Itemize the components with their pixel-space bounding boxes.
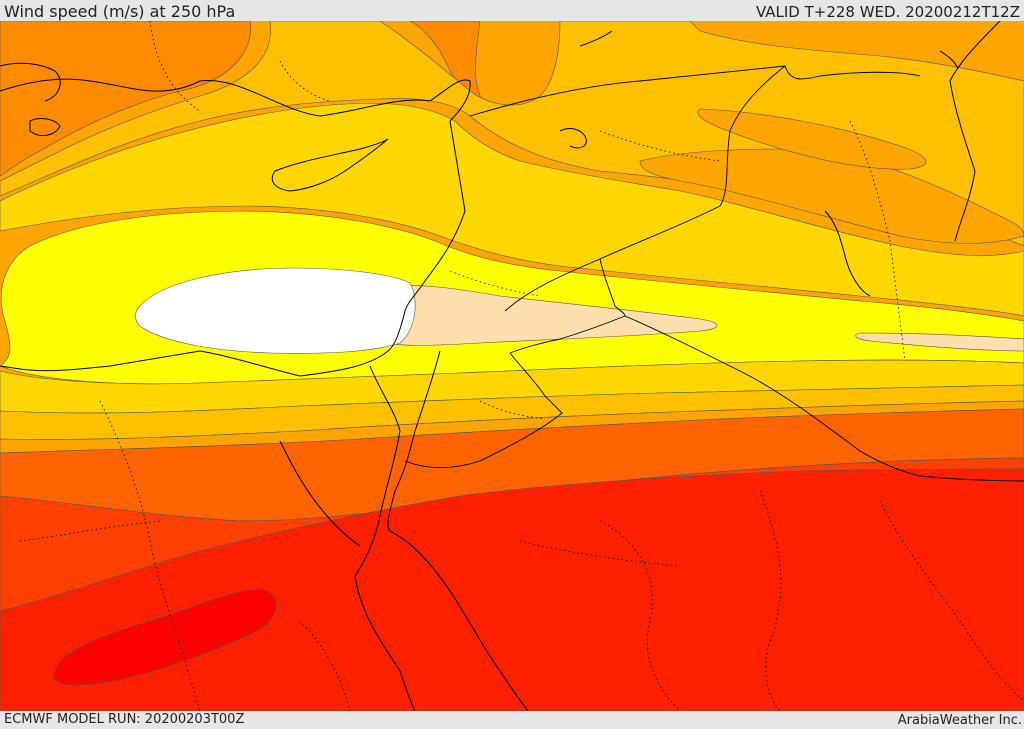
footer-bar: ECMWF MODEL RUN: 20200203T00Z ArabiaWeat… [0, 711, 1024, 729]
internal-borders [19, 21, 1024, 711]
wind-speed-map[interactable] [0, 21, 1024, 711]
model-run: ECMWF MODEL RUN: 20200203T00Z [4, 712, 245, 727]
credit: ArabiaWeather Inc. [897, 713, 1022, 728]
map-canvas [0, 21, 1024, 711]
band-core-red [52, 588, 277, 686]
borders [404, 65, 1024, 482]
map-title: Wind speed (m/s) at 250 hPa [4, 2, 236, 21]
band-orange-ne-core-2 [697, 108, 927, 170]
band-peach-east [855, 332, 1024, 352]
band-peach-levant [379, 284, 718, 346]
band-red [0, 468, 1024, 711]
band-white-core [135, 267, 416, 354]
header-bar: Wind speed (m/s) at 250 hPa VALID T+228 … [0, 0, 1024, 21]
valid-time: VALID T+228 WED. 20200212T12Z [755, 3, 1020, 21]
band-gold [0, 102, 1024, 317]
coastlines [0, 21, 1001, 711]
band-orange-dark-nw [0, 21, 251, 177]
